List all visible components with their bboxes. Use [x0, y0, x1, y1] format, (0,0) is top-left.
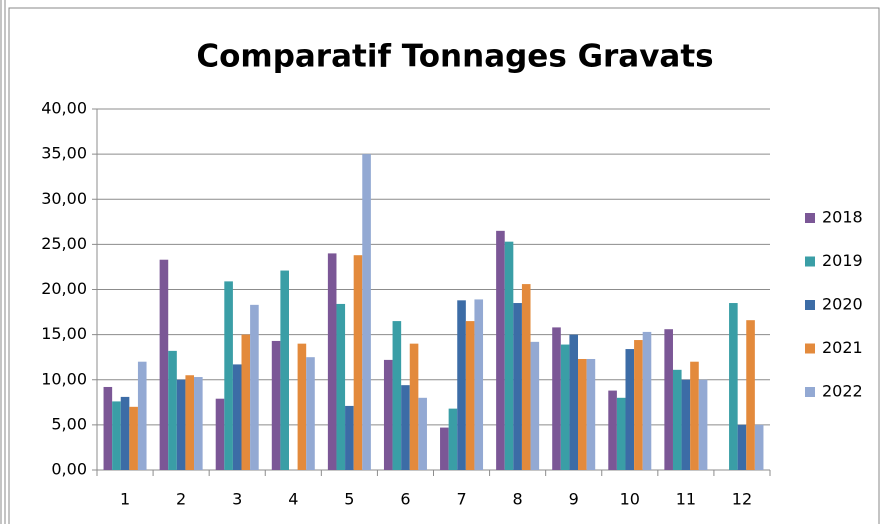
y-tick-label: 0,00 — [51, 460, 87, 479]
bar — [681, 379, 691, 470]
legend-swatch — [805, 387, 815, 397]
bar — [754, 424, 764, 470]
bar — [250, 304, 259, 470]
bar — [129, 406, 138, 470]
bar — [120, 396, 130, 470]
bar — [215, 398, 225, 470]
bar — [409, 343, 419, 470]
bar — [569, 334, 579, 470]
bar — [737, 424, 747, 470]
bar — [448, 408, 458, 470]
bar — [664, 329, 673, 470]
bar — [271, 340, 281, 470]
y-tick-label: 35,00 — [41, 144, 87, 163]
bar — [336, 303, 346, 470]
bar — [353, 255, 363, 470]
x-tick-label: 1 — [120, 490, 130, 509]
bar — [474, 299, 484, 470]
bar — [552, 327, 561, 470]
bar — [521, 284, 531, 470]
x-tick-label: 11 — [676, 490, 696, 509]
bar — [137, 361, 147, 470]
bar — [383, 359, 393, 470]
bar — [578, 358, 587, 470]
bar — [418, 397, 427, 470]
legend-swatch — [805, 343, 815, 354]
bar — [241, 334, 251, 470]
bar — [672, 369, 682, 470]
bar — [530, 341, 540, 470]
bar — [586, 358, 596, 470]
bar — [746, 320, 755, 470]
x-tick-label: 4 — [288, 490, 298, 509]
legend-swatch — [805, 256, 815, 267]
legend-label: 2019 — [822, 251, 863, 270]
x-tick-label: 10 — [620, 490, 640, 509]
bar — [690, 361, 699, 470]
x-tick-label: 6 — [400, 490, 410, 509]
bar — [457, 300, 466, 470]
legend-swatch — [805, 213, 815, 223]
bar — [103, 386, 113, 470]
legend-label: 2020 — [822, 295, 863, 314]
bar — [698, 379, 708, 470]
bar — [194, 377, 203, 470]
bar — [625, 349, 635, 470]
y-tick-label: 25,00 — [41, 234, 87, 253]
bar — [159, 259, 169, 470]
x-tick-label: 8 — [513, 490, 523, 509]
bar — [465, 321, 475, 470]
x-tick-label: 2 — [176, 490, 186, 509]
bar — [616, 397, 626, 470]
bar — [224, 281, 233, 470]
bar — [327, 253, 337, 470]
bar — [504, 241, 514, 470]
bar — [306, 357, 315, 470]
x-tick-label: 12 — [732, 490, 752, 509]
y-tick-label: 30,00 — [41, 189, 87, 208]
x-tick-label: 7 — [456, 490, 466, 509]
y-tick-label: 20,00 — [41, 279, 87, 298]
y-tick-label: 40,00 — [41, 99, 87, 118]
y-tick-label: 10,00 — [41, 369, 87, 388]
bar — [496, 230, 505, 470]
bar — [362, 154, 371, 470]
legend-label: 2022 — [822, 382, 863, 401]
legend-label: 2021 — [822, 338, 863, 357]
x-tick-label: 5 — [344, 490, 354, 509]
bar — [513, 303, 522, 470]
y-tick-label: 5,00 — [51, 414, 87, 433]
legend-label: 2018 — [822, 208, 863, 227]
bar — [634, 340, 643, 470]
bar — [297, 343, 307, 470]
bar — [729, 303, 738, 470]
bar — [176, 379, 186, 470]
y-tick-label: 15,00 — [41, 324, 87, 343]
bar — [232, 364, 242, 470]
bar — [560, 344, 570, 470]
bar — [440, 427, 449, 470]
bar — [185, 375, 195, 470]
x-tick-label: 9 — [569, 490, 579, 509]
bar — [112, 401, 121, 470]
legend-swatch — [805, 300, 815, 310]
bar — [401, 385, 410, 470]
bar — [392, 321, 402, 470]
bar — [642, 331, 652, 470]
bar — [280, 270, 289, 470]
bar — [168, 350, 177, 470]
bar — [345, 405, 354, 470]
x-tick-label: 3 — [232, 490, 242, 509]
bar — [608, 390, 617, 470]
chart-title: Comparatif Tonnages Gravats — [196, 39, 713, 75]
